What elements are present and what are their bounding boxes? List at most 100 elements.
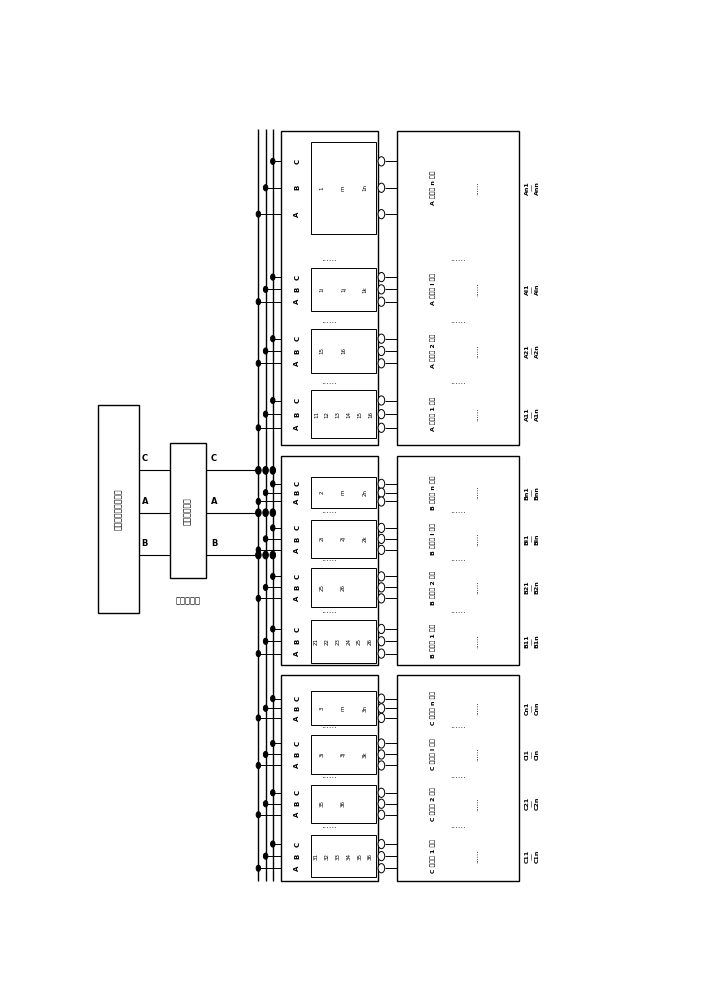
Circle shape xyxy=(263,509,268,517)
Circle shape xyxy=(378,479,385,488)
Text: C: C xyxy=(294,481,300,486)
Text: —: — xyxy=(529,184,535,191)
Text: 35: 35 xyxy=(320,800,325,807)
Circle shape xyxy=(256,551,261,559)
Circle shape xyxy=(378,739,385,748)
Text: 3j: 3j xyxy=(341,752,346,757)
Text: 34: 34 xyxy=(346,853,351,860)
Bar xyxy=(311,620,376,663)
Circle shape xyxy=(263,853,268,859)
Circle shape xyxy=(263,638,268,644)
Circle shape xyxy=(256,425,260,431)
Bar xyxy=(311,477,376,508)
Circle shape xyxy=(270,626,275,632)
Circle shape xyxy=(270,397,275,404)
Circle shape xyxy=(378,157,385,166)
Text: A: A xyxy=(294,211,300,217)
Circle shape xyxy=(378,183,385,192)
Text: C: C xyxy=(294,790,300,795)
Text: A: A xyxy=(294,299,300,304)
Text: C 采集器 2 用户: C 采集器 2 用户 xyxy=(430,787,436,821)
Text: m: m xyxy=(341,706,346,711)
Text: B: B xyxy=(294,585,300,590)
Circle shape xyxy=(270,696,275,702)
Bar xyxy=(169,443,206,578)
Text: Cl1: Cl1 xyxy=(525,749,530,760)
Circle shape xyxy=(378,488,385,497)
Circle shape xyxy=(256,651,260,657)
Text: A2n: A2n xyxy=(535,344,540,358)
Circle shape xyxy=(270,573,275,579)
Text: ......: ...... xyxy=(473,748,479,761)
Text: —: — xyxy=(529,751,535,758)
Text: 1n: 1n xyxy=(363,184,368,191)
Text: 25: 25 xyxy=(358,638,363,645)
Text: 15: 15 xyxy=(320,348,325,355)
Text: 2k: 2k xyxy=(363,536,368,542)
Bar xyxy=(311,329,376,373)
Circle shape xyxy=(270,509,275,517)
Circle shape xyxy=(256,498,260,505)
Circle shape xyxy=(378,750,385,759)
Text: C: C xyxy=(294,525,300,530)
Text: ......: ...... xyxy=(473,581,479,594)
Text: 15: 15 xyxy=(358,411,363,418)
Bar xyxy=(311,735,376,774)
Bar xyxy=(311,691,376,725)
Text: 32: 32 xyxy=(325,853,330,860)
Text: ......: ...... xyxy=(450,771,465,780)
Circle shape xyxy=(378,704,385,713)
Text: 25: 25 xyxy=(320,584,325,591)
Circle shape xyxy=(270,551,275,559)
Text: 24: 24 xyxy=(346,638,351,645)
Text: —: — xyxy=(529,853,535,860)
Circle shape xyxy=(378,572,385,581)
Text: C 采集器 l 用户: C 采集器 l 用户 xyxy=(430,739,436,770)
Text: ......: ...... xyxy=(473,283,479,296)
Text: ......: ...... xyxy=(473,344,479,358)
Bar xyxy=(98,405,139,613)
Bar xyxy=(311,568,376,607)
Text: ......: ...... xyxy=(321,377,337,386)
Circle shape xyxy=(263,801,268,807)
Circle shape xyxy=(263,490,268,496)
Bar xyxy=(311,785,376,823)
Text: C2n: C2n xyxy=(535,797,540,810)
Bar xyxy=(311,142,376,234)
Text: B: B xyxy=(294,752,300,757)
Text: C1n: C1n xyxy=(535,849,540,863)
Text: C 采集器 n 用户: C 采集器 n 用户 xyxy=(430,691,436,725)
Circle shape xyxy=(378,334,385,343)
Text: 13: 13 xyxy=(335,411,340,418)
Text: Ann: Ann xyxy=(535,181,540,195)
Bar xyxy=(397,675,519,881)
Text: 11: 11 xyxy=(314,411,319,418)
Text: Cln: Cln xyxy=(535,749,540,760)
Text: An1: An1 xyxy=(525,181,530,195)
Text: ......: ...... xyxy=(473,407,479,421)
Circle shape xyxy=(378,497,385,506)
Text: 26: 26 xyxy=(341,584,346,591)
Text: 3k: 3k xyxy=(363,751,368,758)
Text: ......: ...... xyxy=(321,506,337,515)
Text: 2: 2 xyxy=(320,491,325,494)
Text: 1i: 1i xyxy=(320,287,325,292)
Circle shape xyxy=(378,410,385,419)
Circle shape xyxy=(256,211,260,217)
Circle shape xyxy=(270,740,275,747)
Text: B: B xyxy=(294,287,300,292)
Text: A: A xyxy=(294,425,300,430)
Circle shape xyxy=(378,761,385,770)
Text: A 采集器 2 用户: A 采集器 2 用户 xyxy=(430,334,436,368)
Text: A: A xyxy=(294,361,300,366)
Text: A: A xyxy=(294,547,300,553)
Text: 36: 36 xyxy=(368,853,373,860)
Text: ......: ...... xyxy=(450,506,465,515)
Text: 23: 23 xyxy=(335,638,340,645)
Text: B: B xyxy=(294,536,300,542)
Text: A: A xyxy=(294,651,300,656)
Text: A: A xyxy=(294,499,300,504)
Text: ......: ...... xyxy=(321,821,337,830)
Circle shape xyxy=(378,864,385,873)
Text: B1n: B1n xyxy=(535,634,540,648)
